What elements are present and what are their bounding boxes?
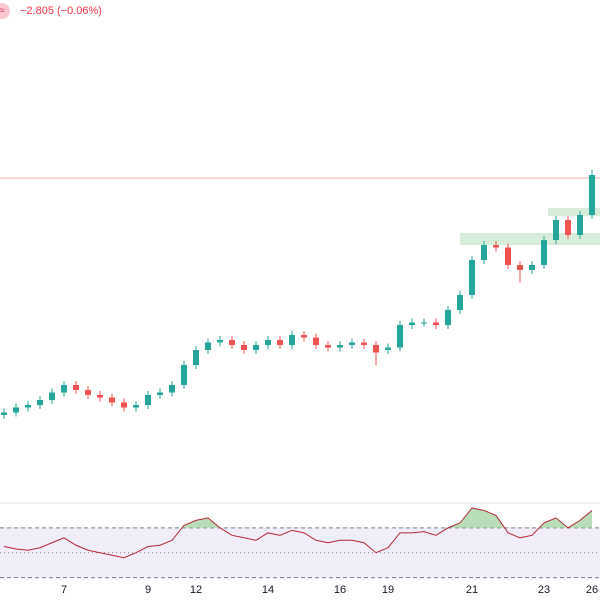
x-tick-label: 21 [466,584,478,596]
candle-body [193,350,199,365]
candle-body [73,385,79,390]
candle-body [49,392,55,400]
candle-body [133,405,139,408]
candle-body [421,322,427,324]
x-tick-label: 14 [262,584,274,596]
badge-text: ≈ [0,6,5,17]
candle-body [577,215,583,235]
x-tick-label: 7 [61,584,67,596]
x-tick-label: 12 [190,584,202,596]
candle-body [397,325,403,348]
x-tick-label: 26 [586,584,598,596]
candle-body [529,265,535,270]
candle-body [97,395,103,398]
price-change: −2.805 (−0.06%) [20,5,102,17]
candle-body [25,405,31,408]
candle-body [157,392,163,395]
candle-body [61,385,67,393]
candle-body [445,310,451,325]
candle-body [277,340,283,345]
candle-body [13,407,19,413]
candle-body [481,245,487,260]
candle-body [553,220,559,240]
candle-body [337,345,343,348]
candle-body [301,335,307,338]
candle-body [205,342,211,350]
candle-body [241,345,247,350]
candle-body [109,397,115,403]
candle-body [181,365,187,385]
rsi-line [3,507,593,559]
candle-body [385,347,391,350]
x-tick-label: 23 [538,584,550,596]
candle-body [457,295,463,310]
candle-body [433,322,439,325]
candle-body [265,340,271,345]
candle-body [505,247,511,265]
candle-body [85,390,91,395]
badge [0,3,10,19]
candle-body [361,342,367,345]
candle-body [493,245,499,248]
zone [548,208,600,216]
candle-body [313,337,319,345]
candle-body [229,340,235,345]
rsi-overbought-fill [4,507,592,528]
candle-body [565,220,571,235]
candle-body [217,340,223,343]
candle-body [373,345,379,353]
candle-body [517,265,523,270]
x-tick-label: 19 [382,584,394,596]
candle-body [409,322,415,325]
candle-body [1,412,7,415]
candle-body [541,240,547,265]
candle-body [169,385,175,393]
x-tick-label: 9 [145,584,151,596]
zone [460,233,600,245]
candle-body [37,400,43,405]
candle-body [325,345,331,348]
candle-body [253,345,259,350]
candle-body [289,335,295,345]
candle-body [349,342,355,345]
candle-body [589,175,595,215]
candle-body [145,395,151,405]
candle-body [469,260,475,295]
candle-body [121,402,127,408]
x-tick-label: 16 [334,584,346,596]
